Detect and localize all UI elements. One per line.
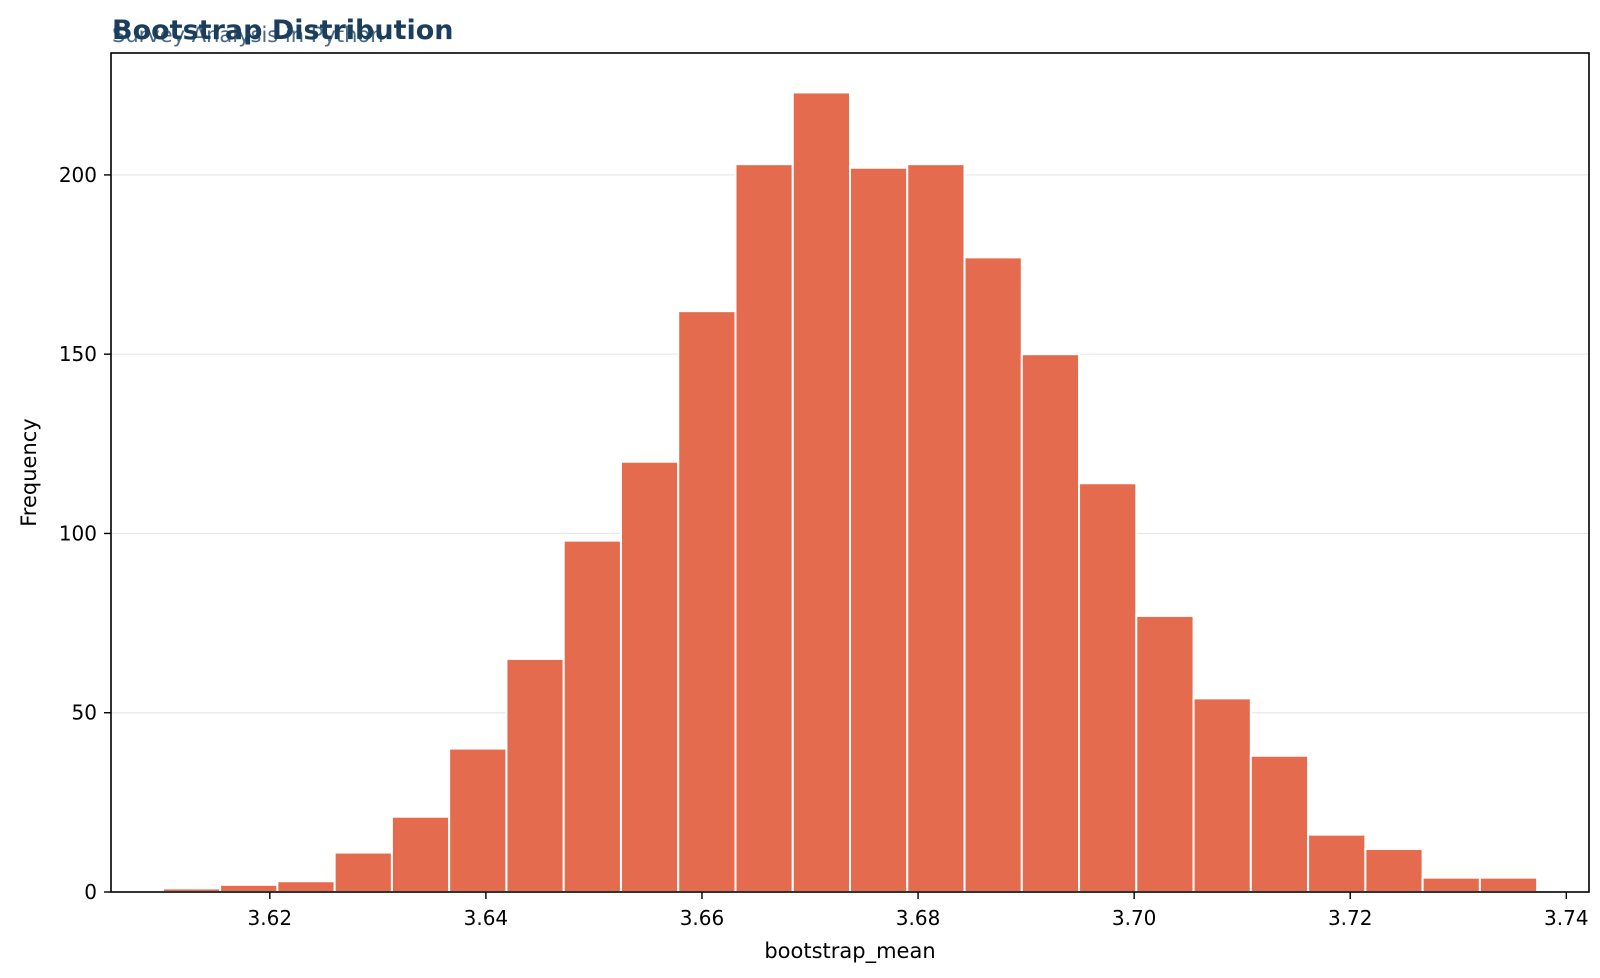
x-tick-label: 3.64	[464, 906, 509, 930]
histogram-bar	[1307, 833, 1367, 894]
histogram-bar	[1364, 847, 1424, 894]
histogram-bar	[849, 166, 909, 893]
histogram-bar	[963, 256, 1023, 894]
x-tick-label: 3.70	[1112, 906, 1157, 930]
y-tick-label: 150	[59, 342, 97, 366]
y-tick-label: 100	[59, 521, 97, 545]
histogram-bar	[276, 880, 336, 894]
histogram-bar	[219, 883, 279, 893]
x-tick-label: 3.68	[896, 906, 941, 930]
x-tick-label: 3.74	[1544, 906, 1589, 930]
y-tick-label: 50	[72, 701, 97, 725]
histogram-bar	[1192, 697, 1252, 894]
histogram-bar	[1249, 754, 1310, 893]
y-tick-label: 200	[59, 163, 97, 187]
x-axis-ticks: 3.62 3.64 3.66 3.68 3.70 3.72 3.74	[248, 892, 1589, 930]
histogram-bar	[1421, 876, 1481, 894]
histogram-bar	[448, 747, 508, 893]
histogram-bar	[333, 851, 393, 893]
x-axis-label: bootstrap_mean	[764, 939, 935, 964]
histogram-bar	[562, 539, 622, 893]
histogram-bar	[734, 163, 794, 893]
histogram-bar	[505, 657, 565, 894]
x-tick-label: 3.72	[1328, 906, 1373, 930]
histogram-bar	[906, 163, 966, 893]
histogram-bar	[1020, 353, 1081, 893]
plot-frame	[110, 52, 1590, 893]
histogram-bar	[791, 91, 851, 893]
histogram-bar	[390, 815, 451, 894]
chart-subtitle: Survey Analysis in Python	[112, 23, 384, 47]
histogram-bar	[1078, 482, 1138, 893]
y-axis-ticks: 0 50 100 150 200	[59, 163, 111, 904]
histogram-bar	[1135, 614, 1195, 894]
histogram-bar	[619, 460, 680, 893]
histogram-bar	[1478, 876, 1539, 894]
x-tick-label: 3.66	[680, 906, 725, 930]
chart-title: Bootstrap Distribution	[112, 15, 454, 46]
histogram-bars	[161, 91, 1539, 894]
x-tick-label: 3.62	[248, 906, 293, 930]
y-tick-label: 0	[84, 880, 97, 904]
histogram-bar	[677, 310, 737, 893]
y-axis-label: Frequency	[17, 418, 41, 527]
